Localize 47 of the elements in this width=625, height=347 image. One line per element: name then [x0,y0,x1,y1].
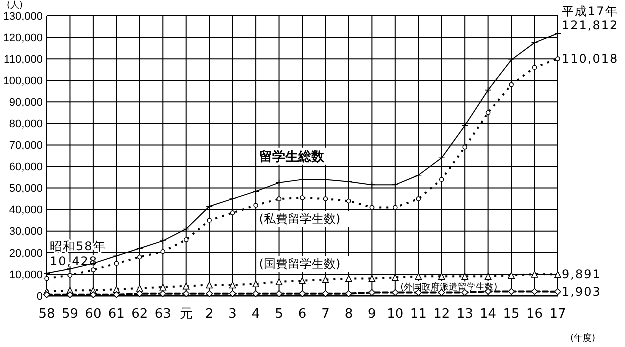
y-tick-label: 20,000 [9,248,43,260]
x-tick-label: 17 [550,307,566,322]
y-tick-label: 80,000 [9,118,43,131]
x-tick-label: 5 [275,307,284,322]
y-axis-title: (人) [7,0,24,11]
x-tick-label: 63 [154,307,172,322]
y-tick-label: 10,000 [9,269,43,282]
x-tick-label: 7 [322,307,330,322]
x-tick-label: 4 [252,307,260,322]
y-tick-label: 70,000 [9,140,43,152]
x-tick-label: 61 [108,307,125,322]
x-tick-label: 58 [38,307,56,322]
series-label: 留学生総数 [259,150,326,165]
series-label: (国費留学生数) [259,257,341,271]
x-tick-label: 元 [180,307,193,322]
annotation: 121,812 [562,18,619,33]
annotation: 1,903 [562,284,602,299]
y-tick-label: 60,000 [9,162,43,174]
series-label: (私費留学生数) [259,212,341,226]
x-tick-label: 62 [132,307,148,322]
y-tick-label: 0 [36,290,43,303]
annotation: 9,891 [562,268,602,282]
y-tick-label: 130,000 [3,10,43,23]
x-tick-label: 3 [228,307,237,322]
x-tick-label: 15 [503,307,520,322]
x-tick-label: 14 [480,307,497,322]
y-tick-label: 30,000 [9,226,43,238]
y-tick-label: 50,000 [9,183,43,196]
x-tick-label: 60 [85,307,102,322]
x-tick-label: 16 [526,307,544,322]
annotation: 110,018 [562,52,619,66]
x-tick-label: 11 [410,307,427,322]
x-tick-label: 9 [368,307,376,322]
y-tick-label: 100,000 [3,75,43,88]
x-axis-title: (年度) [570,333,596,344]
x-tick-label: 2 [205,307,214,322]
x-tick-label: 8 [344,307,354,322]
annotation: 平成17年 [562,4,618,19]
y-tick-label: 90,000 [9,97,43,110]
x-tick-label: 6 [298,307,307,322]
y-tick-label: 120,000 [3,32,43,44]
x-tick-label: 12 [434,307,450,322]
y-tick-label: 40,000 [9,204,43,217]
x-tick-label: 13 [456,307,474,322]
y-tick-label: 110,000 [4,54,43,66]
x-tick-label: 59 [62,307,78,322]
x-tick-label: 10 [387,307,404,322]
